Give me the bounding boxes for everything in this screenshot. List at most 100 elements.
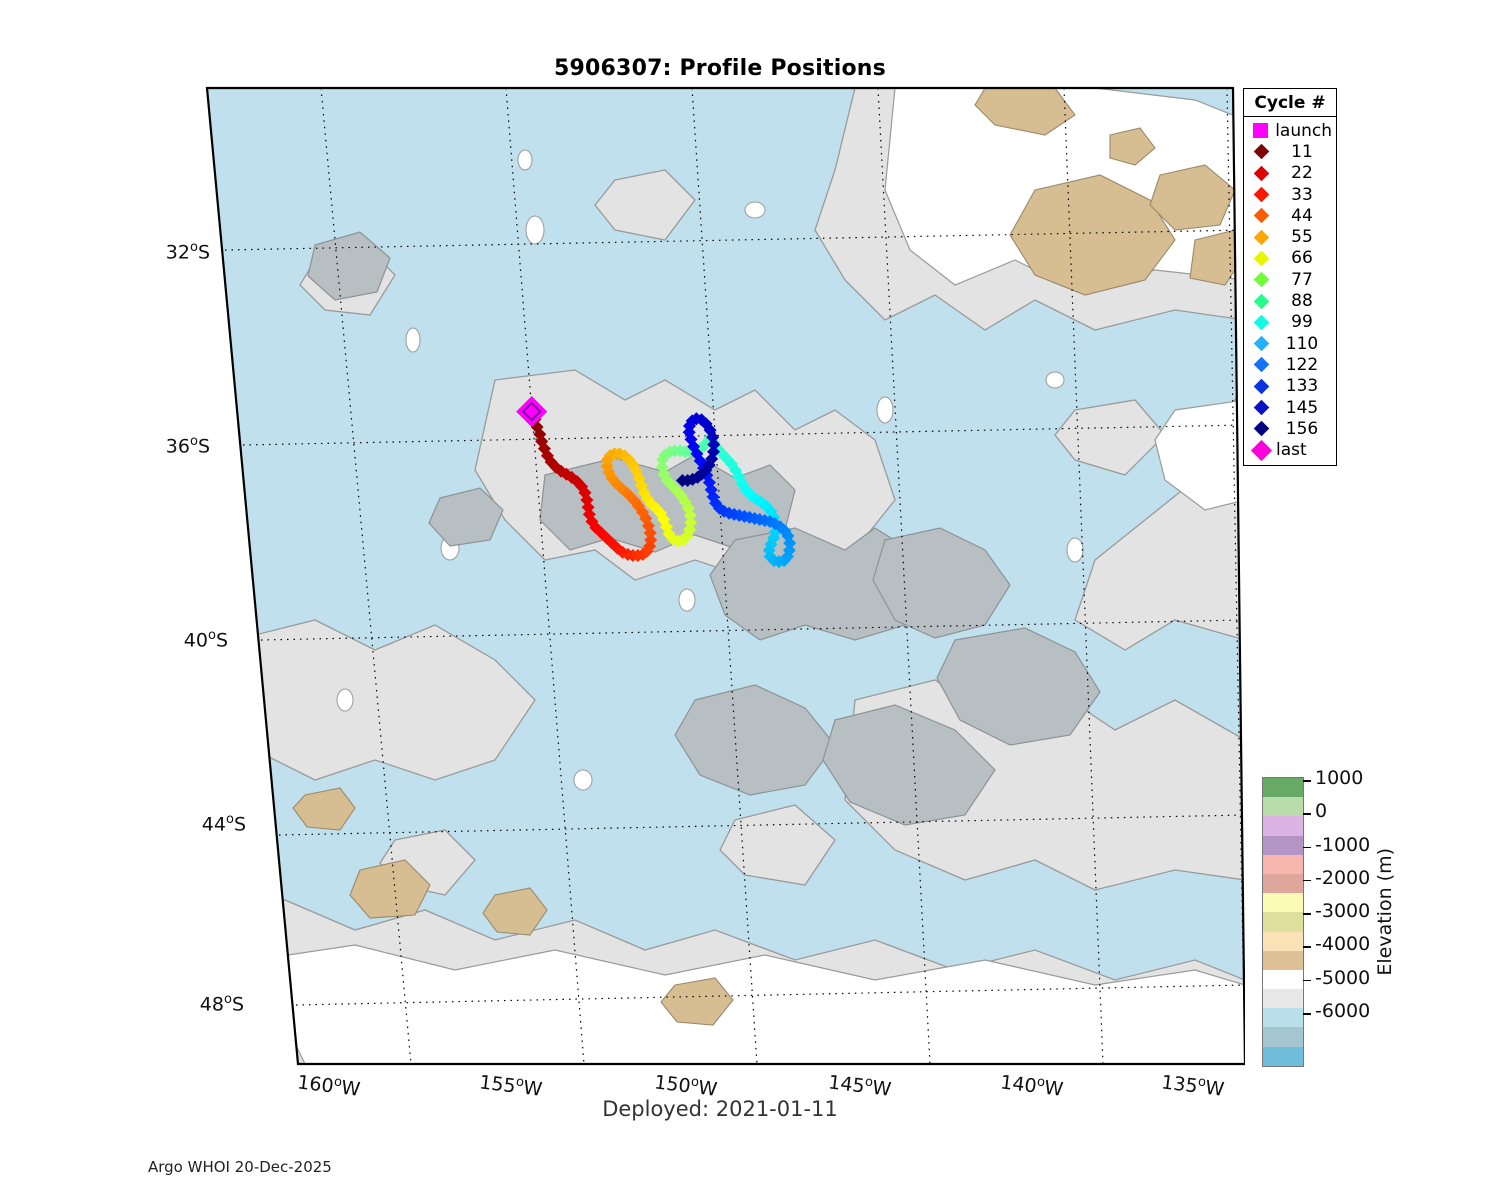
legend-row-110[interactable]: 110 [1244, 333, 1336, 354]
colorbar-band-2 [1263, 816, 1303, 836]
colorbar-tick-0 [1303, 813, 1311, 815]
legend-marker-22-icon [1250, 165, 1272, 182]
lat-tick-44S: 44oS [201, 812, 246, 836]
legend-label-133: 133 [1285, 376, 1319, 397]
page-title: 5906307: Profile Positions [554, 56, 886, 81]
legend-row-122[interactable]: 122 [1244, 354, 1336, 375]
colorbar-tick--1000 [1303, 846, 1311, 849]
colorbar-band-1 [1263, 797, 1303, 817]
legend-row-77[interactable]: 77 [1244, 269, 1336, 290]
lat-tick-36S: 36oS [165, 434, 210, 458]
colorbar-tick--5000 [1303, 979, 1311, 982]
lat-tick-48S: 48oS [199, 992, 244, 1016]
legend-marker-156-icon [1250, 421, 1272, 437]
launch-marker[interactable] [516, 396, 548, 428]
legend-row-156[interactable]: 156 [1244, 418, 1336, 439]
profile-marker[interactable] [675, 473, 690, 488]
legend-label-66: 66 [1291, 248, 1313, 269]
legend-marker-11-icon [1250, 144, 1272, 160]
legend-row-99[interactable]: 99 [1244, 312, 1336, 333]
legend-label-145: 145 [1285, 397, 1319, 418]
colorbar-band-5 [1263, 873, 1303, 894]
float-track-layer [516, 396, 797, 569]
colorbar-label--2000: -2000 [1315, 866, 1371, 889]
colorbar-band-8 [1263, 931, 1303, 951]
graticule [224, 88, 1245, 1064]
colorbar-band-12 [1263, 1008, 1303, 1028]
lat-tick-40S: 40oS [183, 628, 228, 652]
legend-row-66[interactable]: 66 [1244, 248, 1336, 269]
legend-row-88[interactable]: 88 [1244, 290, 1336, 311]
lat-tick-32S: 32oS [165, 240, 210, 264]
legend-label-77: 77 [1291, 269, 1313, 290]
legend-marker-88-icon [1250, 293, 1272, 309]
colorbar-band-3 [1263, 835, 1303, 855]
deployed-date: Deployed: 2021-01-11 [602, 1097, 838, 1121]
last-marker[interactable] [521, 401, 542, 422]
legend-row-55[interactable]: 55 [1244, 226, 1336, 247]
colorbar-band-11 [1263, 989, 1303, 1009]
legend-row-44[interactable]: 44 [1244, 205, 1336, 226]
legend-label-11: 11 [1291, 141, 1313, 162]
legend-marker-110-icon [1250, 335, 1272, 352]
legend-marker-last-icon [1250, 439, 1272, 461]
bathymetry-layer [207, 88, 1245, 1064]
legend-label-99: 99 [1291, 312, 1313, 333]
profile-marker[interactable] [644, 533, 658, 547]
profile-marker[interactable] [707, 437, 721, 452]
legend-marker-33-icon [1250, 186, 1272, 203]
profile-marker[interactable] [655, 460, 669, 474]
legend-marker-133-icon [1250, 378, 1272, 394]
colorbar-band-4 [1263, 854, 1303, 874]
map-plot-area[interactable] [195, 80, 1245, 1075]
legend-row-33[interactable]: 33 [1244, 184, 1336, 205]
legend-title: Cycle # [1244, 89, 1336, 117]
legend-row-145[interactable]: 145 [1244, 397, 1336, 418]
legend-row-last[interactable]: last [1244, 439, 1336, 461]
legend-label-110: 110 [1285, 333, 1319, 354]
legend-row-22[interactable]: 22 [1244, 163, 1336, 184]
legend-label-22: 22 [1291, 163, 1313, 184]
colorbar-tick-1000 [1303, 780, 1311, 782]
legend-row-11[interactable]: 11 [1244, 141, 1336, 162]
colorbar-label-0: 0 [1315, 800, 1328, 823]
legend-items: launch 11 22 33 44 55 66 77 88 99 110 122 133 145 156 l… [1244, 117, 1336, 465]
legend-marker-122-icon [1250, 357, 1272, 373]
legend-marker-55-icon [1250, 229, 1272, 245]
colorbar-tick--2000 [1303, 879, 1311, 882]
colorbar-label--1000: -1000 [1315, 833, 1371, 856]
legend-marker-99-icon [1250, 314, 1272, 331]
credit-text: Argo WHOI 20-Dec-2025 [148, 1158, 332, 1176]
colorbar-label--3000: -3000 [1315, 900, 1371, 923]
legend-label-88: 88 [1291, 291, 1313, 312]
legend-label-122: 122 [1285, 354, 1319, 375]
legend-label-55: 55 [1291, 227, 1313, 248]
colorbar-band-10 [1263, 969, 1303, 990]
map-frame [205, 86, 1245, 1066]
colorbar-band-6 [1263, 893, 1303, 913]
legend-marker-66-icon [1250, 250, 1272, 267]
colorbar-label--5000: -5000 [1315, 966, 1371, 989]
colorbar-band-14 [1263, 1046, 1303, 1066]
colorbar-title: Elevation (m) [1374, 848, 1396, 976]
legend-label-33: 33 [1291, 184, 1313, 205]
colorbar-tick--4000 [1303, 946, 1311, 949]
legend-marker-145-icon [1250, 399, 1272, 416]
legend-marker-launch-icon [1250, 123, 1271, 139]
legend-marker-44-icon [1250, 208, 1272, 224]
legend-label-156: 156 [1285, 418, 1319, 439]
elevation-colorbar: 1000 0 -1000 -2000 -3000 -4000 -5000 -6000 [1262, 767, 1370, 1067]
legend-row-133[interactable]: 133 [1244, 376, 1336, 397]
legend-label-44: 44 [1291, 205, 1313, 226]
legend-label-last: last [1276, 440, 1307, 461]
colorbar-band-9 [1263, 950, 1303, 970]
colorbar-label--4000: -4000 [1315, 933, 1371, 956]
colorbar-label--6000: -6000 [1315, 1000, 1371, 1023]
colorbar-band-0 [1263, 778, 1303, 798]
colorbar-tick--6000 [1303, 1013, 1311, 1015]
colorbar-gradient: 1000 0 -1000 -2000 -3000 -4000 -5000 -6000 [1262, 767, 1370, 1067]
colorbar-band-13 [1263, 1027, 1303, 1047]
colorbar-tick--3000 [1303, 913, 1311, 915]
profile-marker[interactable] [684, 516, 698, 530]
legend-row-launch[interactable]: launch [1244, 120, 1336, 141]
